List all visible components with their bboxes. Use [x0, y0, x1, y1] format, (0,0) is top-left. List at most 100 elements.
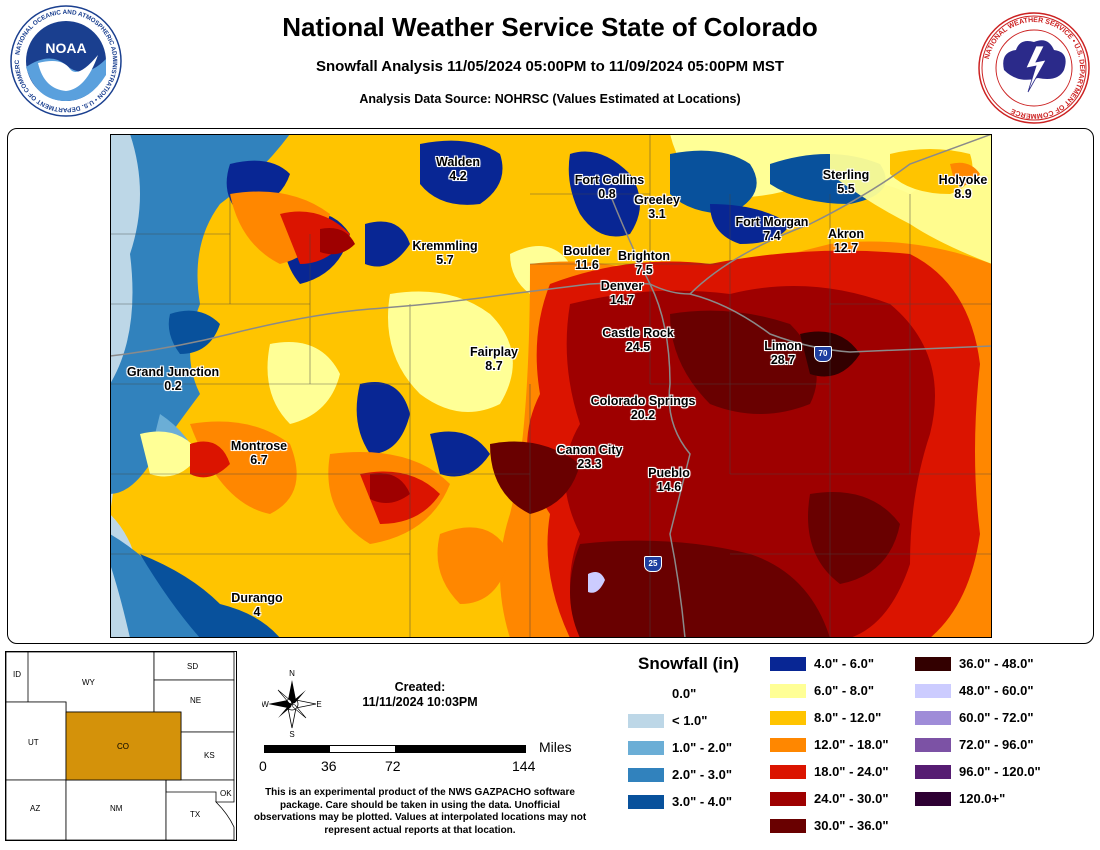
- legend-swatch: [628, 714, 664, 728]
- scale-tick-144: 144: [512, 758, 536, 774]
- city-value: 23.3: [577, 457, 602, 471]
- city-name: Fairplay: [470, 345, 518, 359]
- city-name: Boulder: [563, 244, 611, 258]
- inset-colorado-highlight: [65, 711, 182, 781]
- legend-swatch: [770, 684, 806, 698]
- legend-label: 30.0" - 36.0": [814, 818, 889, 833]
- legend-swatch: [915, 765, 951, 779]
- city-value: 24.5: [625, 340, 651, 354]
- compass-s: S: [289, 730, 294, 738]
- inset-state-az: AZ: [30, 804, 41, 813]
- city-label-kremmling: Kremmling 5.7: [400, 239, 490, 267]
- city-name: Pueblo: [648, 466, 690, 480]
- legend-label: 24.0" - 30.0": [814, 791, 889, 806]
- legend-swatch: [915, 657, 951, 671]
- legend-label: 4.0" - 6.0": [814, 656, 875, 671]
- city-name: Akron: [827, 227, 865, 241]
- legend-label: 36.0" - 48.0": [959, 656, 1034, 671]
- city-label-sterling: Sterling 5.5: [806, 168, 886, 196]
- inset-map-svg: [5, 651, 235, 841]
- inset-state-ks: KS: [204, 751, 215, 760]
- inset-state-sd: SD: [187, 662, 199, 671]
- created-stamp: Created: 11/11/2024 10:03PM: [340, 680, 500, 710]
- city-name: Kremmling: [412, 239, 478, 253]
- snowfall-map: [110, 134, 992, 638]
- legend-label: 12.0" - 18.0": [814, 737, 889, 752]
- scale-tick-72: 72: [385, 758, 401, 774]
- city-label-limon: Limon 28.7: [748, 339, 818, 367]
- city-value: 6.7: [250, 453, 268, 467]
- scale-unit: Miles: [539, 739, 572, 755]
- legend-swatch: [628, 741, 664, 755]
- inset-state-id: ID: [13, 670, 21, 679]
- created-label: Created:: [394, 680, 446, 694]
- city-label-brighton: Brighton 7.5: [608, 249, 680, 277]
- city-label-fort-collins: Fort Collins 0.8: [562, 173, 657, 201]
- legend-label: 72.0" - 96.0": [959, 737, 1034, 752]
- highway-lines: [110, 134, 992, 638]
- compass-n: N: [289, 669, 295, 678]
- city-value: 14.7: [609, 293, 635, 307]
- legend-label: 3.0" - 4.0": [672, 794, 733, 809]
- city-label-castle-rock: Castle Rock 24.5: [588, 326, 688, 354]
- legend-label: 1.0" - 2.0": [672, 740, 733, 755]
- legend-label: < 1.0": [672, 713, 708, 728]
- inset-state-ut: UT: [28, 738, 39, 747]
- city-label-boulder: Boulder 11.6: [547, 244, 627, 272]
- city-name: Grand Junction: [126, 365, 220, 379]
- city-value: 5.7: [436, 253, 454, 267]
- legend-swatch: [915, 684, 951, 698]
- inset-locator-map: WY SD NE UT CO KS AZ NM OK TX ID: [5, 651, 237, 841]
- city-value: 8.9: [954, 187, 972, 201]
- city-name: Sterling: [822, 168, 870, 182]
- city-value: 0.8: [598, 187, 616, 201]
- page-subtitle: Snowfall Analysis 11/05/2024 05:00PM to …: [315, 58, 785, 75]
- city-name: Walden: [436, 155, 480, 169]
- inset-state-tx: TX: [190, 810, 201, 819]
- city-value: 5.5: [837, 182, 855, 196]
- legend-label: 0.0": [672, 686, 697, 701]
- city-value: 7.5: [635, 263, 653, 277]
- city-value: 8.7: [485, 359, 503, 373]
- city-label-durango: Durango 4: [222, 591, 292, 619]
- legend-swatch: [770, 765, 806, 779]
- city-value: 3.1: [648, 207, 666, 221]
- city-name: Fort Morgan: [735, 215, 809, 229]
- legend-label: 96.0" - 120.0": [959, 764, 1041, 779]
- legend-label: 48.0" - 60.0": [959, 683, 1034, 698]
- scale-tick-36: 36: [321, 758, 337, 774]
- city-label-colorado-springs: Colorado Springs 20.2: [578, 394, 708, 422]
- city-name: Limon: [764, 339, 802, 353]
- city-name: Castle Rock: [602, 326, 674, 340]
- city-name: Denver: [600, 279, 644, 293]
- city-value: 4.2: [449, 169, 467, 183]
- scale-bar: [264, 745, 526, 753]
- inset-state-nm: NM: [110, 804, 123, 813]
- interstate-70-shield: 70: [814, 346, 832, 362]
- legend-swatch: [770, 792, 806, 806]
- city-label-fort-morgan: Fort Morgan 7.4: [722, 215, 822, 243]
- legend-swatch: [915, 738, 951, 752]
- city-label-walden: Walden 4.2: [418, 155, 498, 183]
- legend-label: 60.0" - 72.0": [959, 710, 1034, 725]
- nws-logo: NATIONAL WEATHER SERVICE • U.S. DEPARTME…: [978, 12, 1090, 124]
- city-label-akron: Akron 12.7: [806, 227, 886, 255]
- county-lines: [110, 134, 992, 638]
- legend-title: Snowfall (in): [638, 654, 740, 673]
- legend-label: 8.0" - 12.0": [814, 710, 882, 725]
- legend-swatch: [770, 657, 806, 671]
- city-name: Canon City: [556, 443, 623, 457]
- city-value: 12.7: [833, 241, 859, 255]
- city-value: 14.6: [656, 480, 682, 494]
- city-label-greeley: Greeley 3.1: [622, 193, 692, 221]
- inset-state-co: CO: [117, 742, 129, 751]
- city-value: 4: [253, 605, 261, 619]
- city-label-canon-city: Canon City 23.3: [547, 443, 632, 471]
- inset-state-ne: NE: [190, 696, 202, 705]
- scale-tick-0: 0: [259, 758, 267, 774]
- legend-swatch: [770, 738, 806, 752]
- legend-swatch: [915, 711, 951, 725]
- legend-label: 6.0" - 8.0": [814, 683, 875, 698]
- city-name: Colorado Springs: [590, 394, 696, 408]
- legend-label: 18.0" - 24.0": [814, 764, 889, 779]
